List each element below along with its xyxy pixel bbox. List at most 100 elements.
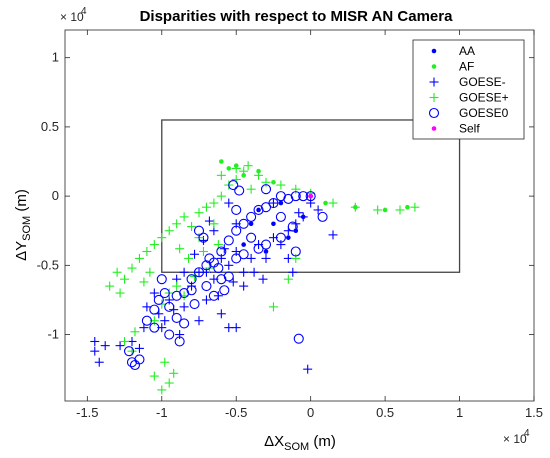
data-point xyxy=(291,184,301,194)
data-point xyxy=(234,185,245,196)
data-point xyxy=(141,315,152,326)
data-point xyxy=(208,290,219,301)
data-point xyxy=(209,219,219,229)
data-point xyxy=(246,211,257,222)
data-point xyxy=(405,204,410,210)
data-point xyxy=(186,274,197,285)
legend-label: Self xyxy=(459,122,480,136)
data-point xyxy=(253,204,264,216)
y-exponent: × 10 4 xyxy=(60,6,87,24)
data-point xyxy=(179,287,190,299)
data-point xyxy=(263,249,269,254)
data-point xyxy=(193,225,205,236)
data-point xyxy=(157,385,167,395)
x-tick-label: 0 xyxy=(307,405,314,420)
data-point xyxy=(164,378,174,388)
data-point xyxy=(288,267,298,277)
data-point xyxy=(290,191,301,202)
data-point xyxy=(198,232,209,243)
data-point xyxy=(382,207,388,213)
legend-marker xyxy=(429,93,439,102)
data-point xyxy=(317,211,328,222)
data-point xyxy=(323,200,328,206)
data-point xyxy=(169,368,179,378)
x-tick-label: 0.5 xyxy=(376,405,394,420)
data-point xyxy=(171,290,182,301)
y-tick-label: 0.5 xyxy=(41,119,59,134)
data-point xyxy=(241,242,246,247)
legend-marker xyxy=(431,64,437,69)
data-point xyxy=(198,246,208,256)
data-point xyxy=(328,230,338,240)
data-point xyxy=(258,274,268,284)
data-point xyxy=(239,281,249,291)
data-point xyxy=(276,240,286,250)
data-point xyxy=(303,364,313,374)
legend-entry: AF xyxy=(431,60,474,74)
data-point xyxy=(201,202,211,212)
data-point xyxy=(308,193,313,199)
data-point xyxy=(260,202,272,213)
y-axis-label: ΔYSOM (m) xyxy=(13,189,33,261)
data-point xyxy=(275,232,286,243)
data-point xyxy=(271,221,276,227)
data-point xyxy=(268,198,278,208)
svg-text:× 10: × 10 xyxy=(60,10,84,24)
svg-text:4: 4 xyxy=(524,428,530,439)
data-point xyxy=(268,197,279,209)
legend-marker xyxy=(431,48,437,54)
data-point xyxy=(254,170,264,180)
data-point xyxy=(172,219,182,229)
data-point xyxy=(350,202,360,212)
data-point xyxy=(238,218,249,229)
legend-entry: GOESE+ xyxy=(429,91,509,105)
data-point xyxy=(149,371,159,381)
data-point xyxy=(209,198,219,208)
x-tick-label: -1 xyxy=(156,405,168,420)
data-point xyxy=(175,330,185,340)
data-point xyxy=(249,267,259,277)
data-point xyxy=(175,244,185,254)
data-point xyxy=(187,222,197,232)
data-point xyxy=(174,336,185,347)
x-tick-label: 1 xyxy=(456,405,463,420)
data-point xyxy=(123,346,135,357)
data-point xyxy=(306,198,316,208)
data-point xyxy=(224,198,234,208)
data-point xyxy=(179,267,189,277)
legend-label: GOESE- xyxy=(459,75,506,89)
data-point xyxy=(223,235,234,246)
data-point xyxy=(231,175,241,185)
data-point xyxy=(219,159,224,164)
data-point xyxy=(278,200,284,206)
x-tick-label: -1.5 xyxy=(76,405,98,420)
data-point xyxy=(224,260,234,270)
legend-label: GOESE0 xyxy=(459,106,509,120)
data-point xyxy=(204,263,214,273)
data-point xyxy=(373,205,383,215)
data-point xyxy=(115,288,125,298)
data-point xyxy=(239,267,249,277)
data-point xyxy=(157,233,167,243)
data-point xyxy=(160,357,170,367)
data-point xyxy=(189,299,200,310)
data-point xyxy=(134,253,144,263)
data-point xyxy=(194,316,204,326)
reference-box xyxy=(161,119,461,273)
data-point xyxy=(248,221,254,227)
data-point xyxy=(410,202,420,212)
data-point xyxy=(287,221,298,232)
chart-title: Disparities with respect to MISR AN Came… xyxy=(140,8,454,25)
data-point xyxy=(216,246,227,257)
data-point xyxy=(283,193,294,204)
data-point xyxy=(179,302,189,312)
data-point xyxy=(190,249,200,259)
data-point xyxy=(149,304,160,315)
legend-entry: GOESE- xyxy=(429,75,506,89)
data-point xyxy=(231,163,241,173)
data-point xyxy=(219,244,229,254)
data-point xyxy=(283,274,293,284)
data-point xyxy=(291,253,301,263)
data-point xyxy=(253,243,264,254)
data-point xyxy=(186,285,197,296)
